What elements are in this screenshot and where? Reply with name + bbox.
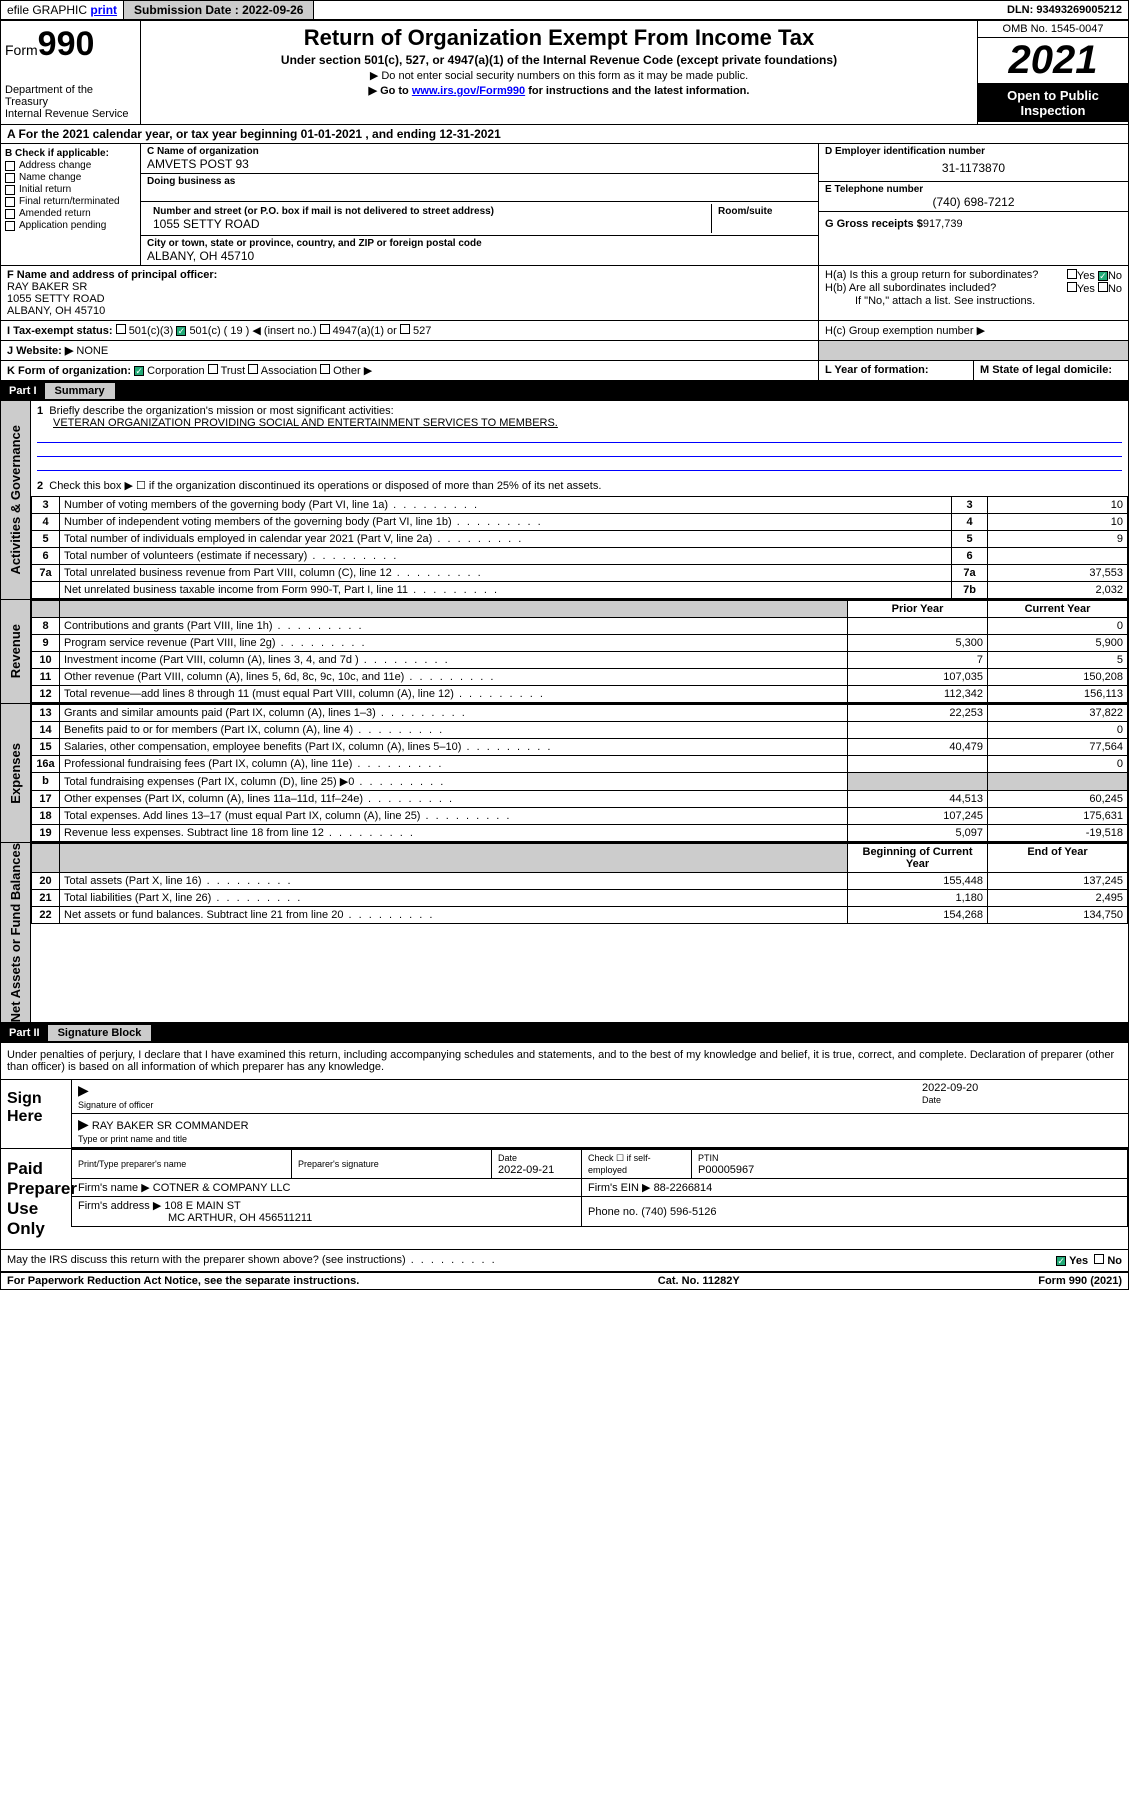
- print-link[interactable]: print: [90, 3, 117, 17]
- cb-name-change[interactable]: [5, 173, 15, 183]
- form-title: Return of Organization Exempt From Incom…: [145, 25, 973, 51]
- table-revenue: Prior YearCurrent Year8Contributions and…: [31, 600, 1128, 703]
- row-a-period: A For the 2021 calendar year, or tax yea…: [1, 125, 1128, 144]
- telephone: (740) 698-7212: [825, 195, 1122, 209]
- cb-trust[interactable]: [208, 364, 218, 374]
- part-i-header: Part I Summary: [1, 381, 1128, 401]
- row-h: H(a) Is this a group return for subordin…: [818, 266, 1128, 320]
- cb-ha-no[interactable]: [1098, 271, 1108, 281]
- row-i-tax-status: I Tax-exempt status: 501(c)(3) 501(c) ( …: [1, 321, 818, 340]
- org-city: ALBANY, OH 45710: [147, 249, 812, 263]
- cb-assoc[interactable]: [248, 364, 258, 374]
- section-bcde: B Check if applicable: Address change Na…: [1, 144, 1128, 266]
- cb-discuss-yes[interactable]: [1056, 1256, 1066, 1266]
- cb-501c3[interactable]: [116, 324, 126, 334]
- cb-application-pending[interactable]: [5, 221, 15, 231]
- cb-hb-no[interactable]: [1098, 282, 1108, 292]
- irs-discuss: May the IRS discuss this return with the…: [1, 1250, 1128, 1272]
- cb-ha-yes[interactable]: [1067, 269, 1077, 279]
- omb-number: OMB No. 1545-0047: [978, 21, 1128, 38]
- dept-treasury: Department of the Treasury: [5, 84, 136, 108]
- org-address: 1055 SETTY ROAD: [153, 217, 705, 231]
- row-l-year: L Year of formation:: [819, 361, 974, 380]
- cb-address-change[interactable]: [5, 161, 15, 171]
- form-header: Form990 Department of the Treasury Inter…: [1, 21, 1128, 125]
- note-link: ▶ Go to www.irs.gov/Form990 for instruct…: [145, 84, 973, 97]
- section-expenses: Expenses 13Grants and similar amounts pa…: [1, 704, 1128, 843]
- cb-initial-return[interactable]: [5, 185, 15, 195]
- cb-discuss-no[interactable]: [1094, 1254, 1104, 1264]
- paid-preparer-block: Paid Preparer Use Only Print/Type prepar…: [1, 1149, 1128, 1250]
- col-c-org: C Name of organization AMVETS POST 93 Do…: [141, 144, 818, 265]
- irs-link[interactable]: www.irs.gov/Form990: [412, 85, 525, 97]
- sign-here-block: Sign Here ▶Signature of officer 2022-09-…: [1, 1080, 1128, 1149]
- cb-corp[interactable]: [134, 366, 144, 376]
- firm-address: 108 E MAIN ST: [164, 1200, 240, 1212]
- cb-501c[interactable]: [176, 326, 186, 336]
- cb-amended[interactable]: [5, 209, 15, 219]
- table-expenses: 13Grants and similar amounts paid (Part …: [31, 704, 1128, 842]
- table-governance: 3Number of voting members of the governi…: [31, 496, 1128, 599]
- cb-final-return[interactable]: [5, 197, 15, 207]
- form-number: Form990: [5, 25, 136, 64]
- firm-ein: 88-2266814: [654, 1182, 713, 1194]
- cb-other[interactable]: [320, 364, 330, 374]
- dln: DLN: 93493269005212: [1001, 2, 1128, 18]
- efile-label: efile GRAPHIC print: [1, 1, 124, 19]
- note-ssn: ▶ Do not enter social security numbers o…: [145, 69, 973, 82]
- irs-label: Internal Revenue Service: [5, 108, 136, 120]
- form-990: Form990 Department of the Treasury Inter…: [0, 20, 1129, 1290]
- open-public: Open to Public Inspection: [978, 84, 1128, 122]
- row-k-form-org: K Form of organization: Corporation Trus…: [1, 361, 818, 380]
- cb-527[interactable]: [400, 324, 410, 334]
- gross-receipts: 917,739: [923, 218, 963, 230]
- firm-name: COTNER & COMPANY LLC: [153, 1182, 291, 1194]
- page-footer: For Paperwork Reduction Act Notice, see …: [1, 1272, 1128, 1289]
- row-f-officer: F Name and address of principal officer:…: [1, 266, 818, 320]
- penalties-text: Under penalties of perjury, I declare th…: [1, 1043, 1128, 1080]
- topbar: efile GRAPHIC print Submission Date : 20…: [0, 0, 1129, 20]
- row-m-state: M State of legal domicile:: [974, 361, 1128, 380]
- ptin: P00005967: [698, 1164, 754, 1176]
- section-net-assets: Net Assets or Fund Balances Beginning of…: [1, 843, 1128, 1023]
- cb-4947[interactable]: [320, 324, 330, 334]
- tax-year: 2021: [978, 38, 1128, 84]
- table-net-assets: Beginning of Current YearEnd of Year20To…: [31, 843, 1128, 924]
- col-de: D Employer identification number 31-1173…: [818, 144, 1128, 265]
- form-subtitle: Under section 501(c), 527, or 4947(a)(1)…: [145, 53, 973, 67]
- col-b-checkboxes: B Check if applicable: Address change Na…: [1, 144, 141, 265]
- mission-text: VETERAN ORGANIZATION PROVIDING SOCIAL AN…: [37, 417, 558, 429]
- ein: 31-1173870: [825, 157, 1122, 179]
- row-j-website: J Website: ▶ NONE: [1, 341, 818, 360]
- org-name: AMVETS POST 93: [147, 157, 812, 171]
- firm-phone: (740) 596-5126: [641, 1206, 716, 1218]
- cb-hb-yes[interactable]: [1067, 282, 1077, 292]
- section-revenue: Revenue Prior YearCurrent Year8Contribut…: [1, 600, 1128, 704]
- section-activities-governance: Activities & Governance 1 Briefly descri…: [1, 401, 1128, 600]
- officer-name: RAY BAKER SR COMMANDER: [92, 1120, 249, 1132]
- row-hc: H(c) Group exemption number ▶: [818, 321, 1128, 340]
- part-ii-header: Part II Signature Block: [1, 1023, 1128, 1043]
- submission-date: Submission Date : 2022-09-26: [124, 1, 314, 19]
